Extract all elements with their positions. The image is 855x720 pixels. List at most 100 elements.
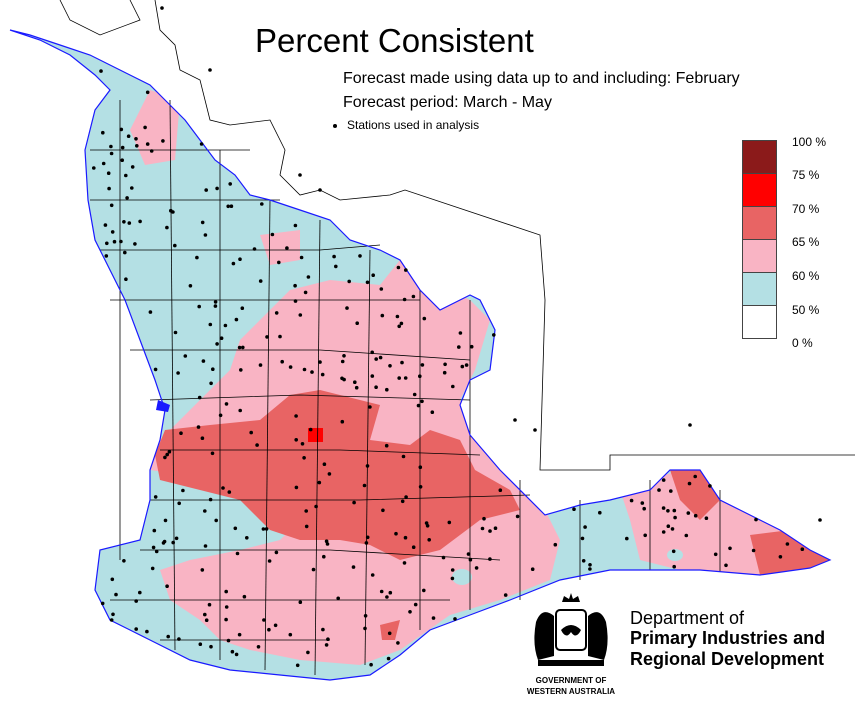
station-dot [238,408,242,413]
station-dot [474,566,479,570]
dept-line2: Primary Industries and [630,628,826,648]
station-dot [468,557,473,562]
station-dot [661,530,666,534]
station-dot [213,304,218,308]
station-dot [134,599,138,603]
station-dot [684,533,689,538]
station-dot [416,403,421,408]
station-dot [403,535,408,540]
station-dot [106,171,111,175]
station-dot [233,526,238,531]
station-dot [317,480,322,485]
stations-legend: Stations used in analysis [333,118,479,132]
station-dot [629,498,634,503]
station-dot [324,643,329,647]
station-dot [195,255,199,260]
station-dot [173,243,177,248]
station-dot [443,362,447,367]
station-dot [109,151,114,156]
station-dot [110,230,115,234]
station-dot [642,506,646,511]
station-dot [369,662,373,667]
station-dot [420,399,424,404]
station-dot [387,631,392,636]
station-dot [173,330,178,335]
station-dot [488,557,492,561]
station-dot [418,465,423,470]
station-dot [503,593,508,597]
legend-label: 75 % [792,168,820,182]
legend-swatch-50 [742,306,777,339]
station-dot [145,142,150,146]
station-dot [262,618,266,622]
station-dot [218,413,223,418]
station-dot [430,410,435,415]
station-dot [171,540,175,545]
station-dot [310,370,314,374]
station-dot [219,336,224,341]
station-dot [125,196,129,200]
station-dot [149,149,154,153]
station-dot [661,506,666,510]
station-dot [482,516,486,521]
station-dot [666,524,671,528]
station-dot [422,316,427,321]
station-dot [138,590,142,595]
station-dot [143,125,147,130]
station-dot [457,345,461,349]
station-dot [181,488,185,493]
station-dot [101,161,106,166]
station-dot [466,552,471,556]
station-dot [334,264,338,269]
station-dot [203,233,208,237]
station-dot [304,509,309,513]
station-dot [572,507,576,512]
station-dot [412,392,417,397]
station-dot [221,486,225,490]
station-dot [277,260,281,265]
station-dot [145,90,150,95]
forecast-basis: Forecast made using data up to and inclu… [343,70,740,87]
station-dot [183,354,188,358]
station-dot [488,529,492,533]
legend-swatch-70 [742,207,777,240]
station-dot [200,436,205,441]
station-dot [138,219,142,224]
station-dot [322,554,326,559]
legend-label: 50 % [792,303,820,317]
station-dot [288,632,293,637]
station-dot [135,144,139,148]
station-dot [278,334,282,339]
zone-60 [452,569,472,585]
station-dot [728,546,732,551]
station-dot [241,345,245,350]
station-dot [151,545,156,550]
station-dot [270,232,275,237]
station-dot [255,443,259,447]
station-dot [588,567,592,571]
station-dot [442,370,447,375]
station-dot [224,617,228,622]
consistency-zones [10,30,830,665]
station-dot [693,474,697,479]
dept-line1: Department of [630,608,745,628]
station-dot [99,69,103,73]
station-dot [104,254,109,258]
station-dot [666,509,670,513]
station-dot [311,567,316,572]
station-dot [265,335,269,339]
station-dot [673,515,677,520]
station-dot [379,589,384,594]
station-dot [303,290,308,295]
station-dot [785,542,790,546]
station-dot [134,137,138,141]
station-dot [340,419,345,424]
station-dot [215,342,219,346]
station-dot [402,561,407,565]
station-dot [163,518,168,523]
station-dot [174,536,179,541]
station-dot [238,257,242,262]
station-dot [267,627,271,632]
legend-label: 70 % [792,202,820,216]
station-dot [150,566,155,571]
